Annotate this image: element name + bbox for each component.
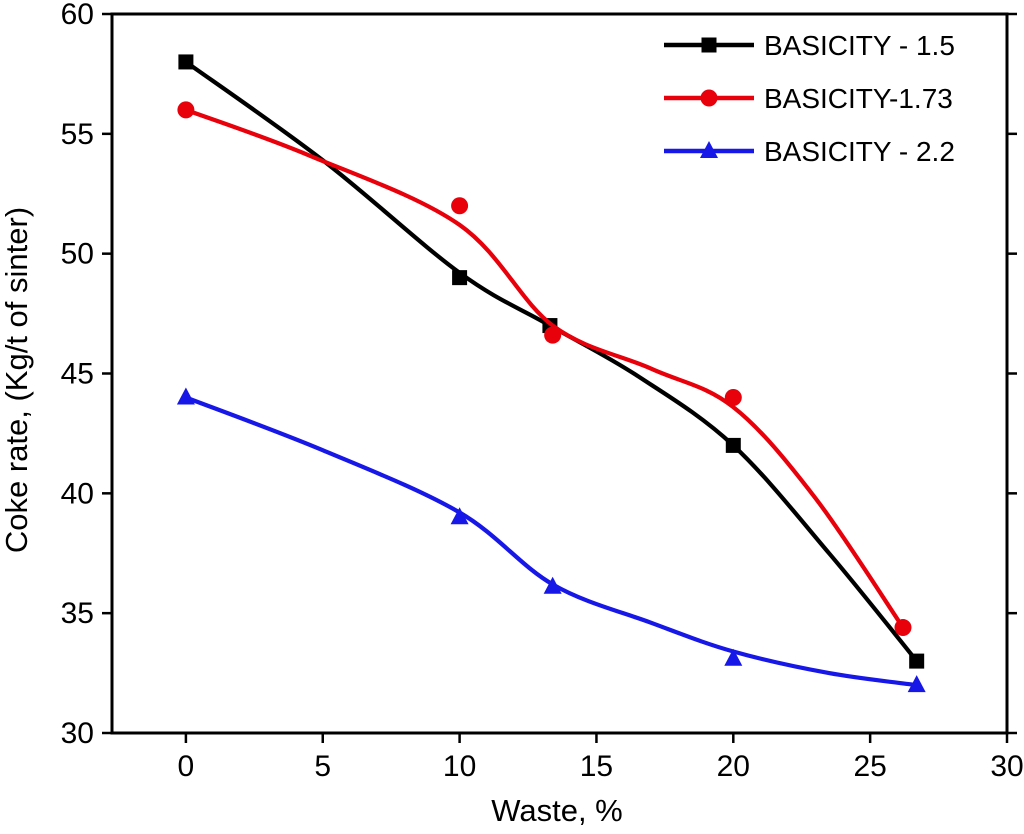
y-axis-tick-label: 35	[61, 597, 94, 630]
data-point-marker	[907, 675, 926, 693]
series-basicity-1.73	[177, 101, 912, 637]
y-axis-tick-label: 30	[61, 717, 94, 750]
legend-marker	[700, 89, 718, 107]
data-point-marker	[909, 653, 925, 669]
x-axis-tick-label: 5	[314, 750, 331, 783]
series-basicity-2.2	[176, 387, 926, 693]
data-point-marker	[178, 54, 194, 70]
legend-label: BASICITY - 1.5	[764, 30, 955, 61]
series-line-basicity-1.73	[183, 107, 906, 630]
data-point-marker	[176, 387, 195, 405]
x-axis-tick-label: 0	[178, 750, 195, 783]
y-axis-tick-label: 45	[61, 358, 94, 391]
y-axis-tick-label: 50	[61, 238, 94, 271]
x-axis-tick-label: 15	[580, 750, 613, 783]
series-line-basicity-2.2	[183, 395, 919, 688]
y-axis-tick-label: 40	[61, 477, 94, 510]
data-point-marker	[543, 576, 562, 594]
legend: BASICITY - 1.5 BASICITY-1.73 BASICITY - 2.…	[664, 30, 955, 167]
legend-label: BASICITY-1.73	[764, 83, 953, 114]
data-point-marker	[544, 326, 562, 344]
x-axis-tick-label: 25	[853, 750, 886, 783]
plot-border	[110, 12, 1009, 735]
legend-entry: BASICITY - 1.5	[664, 30, 955, 61]
data-point-marker	[451, 197, 469, 215]
plot-area: 0 5 10 15 20 25 30 30 35 40 45 50 55 60 BASICITY - 1.5…	[61, 0, 1024, 783]
x-axis-tick-label: 10	[443, 750, 476, 783]
legend-marker	[700, 141, 718, 158]
data-point-marker	[724, 388, 742, 406]
legend-marker	[701, 37, 717, 53]
y-axis-tick-label: 60	[61, 0, 94, 31]
x-axis-tick-label: 20	[717, 750, 750, 783]
data-point-marker	[725, 437, 741, 453]
legend-entry: BASICITY - 2.2	[664, 136, 955, 167]
legend-entry: BASICITY-1.73	[664, 83, 953, 114]
y-axis-title: Coke rate, (Kg/t of sinter)	[0, 207, 34, 553]
data-point-marker	[894, 619, 912, 637]
x-axis-title: Waste, %	[491, 793, 623, 828]
data-point-marker	[724, 648, 743, 666]
data-point-marker	[177, 101, 195, 119]
legend-label: BASICITY - 2.2	[764, 136, 955, 167]
x-axis-tick-label: 30	[990, 750, 1023, 783]
y-axis-tick-label: 55	[61, 118, 94, 151]
data-point-marker	[450, 507, 469, 525]
data-point-marker	[452, 270, 468, 286]
